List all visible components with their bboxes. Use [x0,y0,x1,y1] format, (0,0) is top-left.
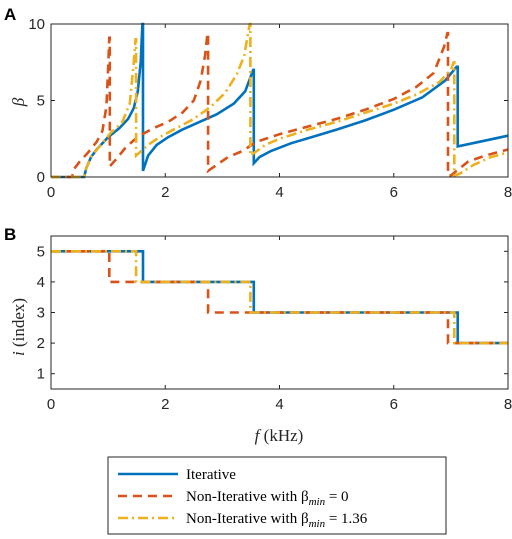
panel-b-series-noniterative-bmin-1-36 [51,250,508,345]
panel-b-series [51,250,508,345]
panel-b-x-tick-label: 4 [275,396,283,413]
panel-a-x-tick-label: 2 [161,184,169,201]
legend-label-suffix: = 1.36 [325,511,368,527]
panel-b-ticks: 0 2 4 6 8 1 2 3 4 5 [37,236,512,413]
panel-a-x-tick-label: 4 [275,184,283,201]
panel-a-x-tick-label: 0 [47,184,55,201]
panel-b: B i (index) 0 2 4 6 8 1 2 3 4 5 f (kHz) [4,225,512,445]
legend-label-text: Iterative [186,467,236,483]
panel-b-x-tick-label: 2 [161,396,169,413]
legend-label-text: Non-Iterative with β [186,511,309,527]
panel-b-y-tick-label: 2 [37,335,45,352]
panel-b-y-tick-label: 1 [37,366,45,383]
panel-a-y-tick-label: 5 [37,93,45,110]
panel-b-x-tick-label: 8 [504,396,512,413]
panel-a-y-tick-label: 0 [37,169,45,186]
panel-a-letter: A [4,5,16,24]
legend-label-2: Non-Iterative with βmin = 0 [186,489,349,508]
panel-b-frame [50,235,509,390]
panel-b-x-axis-label: f (kHz) [255,426,304,445]
legend-label-3: Non-Iterative with βmin = 1.36 [186,511,368,530]
panel-b-series-noniterative-bmin-0 [51,250,508,345]
panel-a: A β 0 2 4 6 8 0 5 10 [4,5,512,201]
panel-b-letter: B [4,225,16,244]
panel-a-series-noniterative-bmin-0 [51,31,509,179]
panel-a-y-tick-label: 10 [28,16,45,33]
panel-a-y-axis-label: β [9,97,28,107]
panel-a-series-iterative [51,22,509,179]
panel-b-x-tick-label: 0 [47,396,55,413]
panel-b-y-axis-label: i (index) [9,298,28,356]
panel-a-x-tick-label: 6 [390,184,398,201]
panel-b-x-tick-label: 6 [390,396,398,413]
panel-a-series [51,22,509,179]
legend-label-suffix: = 0 [325,489,348,505]
panel-b-y-tick-label: 4 [37,274,45,291]
panel-a-ticks: 0 2 4 6 8 0 5 10 [28,16,512,201]
panel-b-y-tick-label: 3 [37,305,45,322]
panel-a-series-noniterative-bmin-1-36 [51,22,509,179]
panel-a-frame [50,23,509,178]
legend-label-subscript: min [309,496,326,508]
panel-b-series-iterative [51,250,508,345]
legend-label-subscript: min [309,518,326,530]
panel-b-y-tick-label: 5 [37,243,45,260]
panel-a-x-tick-label: 8 [504,184,512,201]
legend-label-1: Iterative [186,467,236,483]
legend-label-text: Non-Iterative with β [186,489,309,505]
